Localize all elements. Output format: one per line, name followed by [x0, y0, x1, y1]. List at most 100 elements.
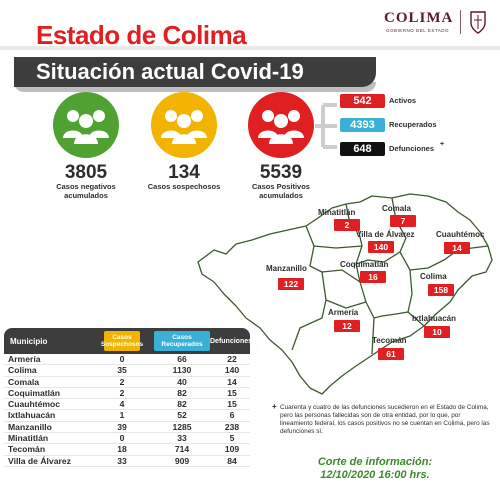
table-row: Tecomán 18 714 109: [4, 444, 250, 456]
cell-municipio: Villa de Álvarez: [8, 455, 71, 466]
suspected-label: Casos sospechosos: [147, 182, 221, 191]
map-label-tecoman: Tecomán: [372, 336, 407, 345]
cell-sospechosos: 2: [119, 387, 125, 398]
table-body: Armería 0 66 22 Colima 35 1130 140 Comal…: [4, 354, 250, 467]
people-icon: [63, 110, 109, 144]
cell-defunciones: 109: [224, 444, 240, 455]
cell-recuperados: 1130: [172, 365, 192, 376]
cell-defunciones: 6: [229, 410, 235, 421]
cell-defunciones: 84: [227, 455, 237, 466]
cell-recuperados: 82: [177, 387, 187, 398]
people-icon: [258, 110, 304, 144]
positives-value: 5539: [259, 162, 303, 183]
footnote-mark: +: [272, 402, 277, 411]
column-header-municipio: Municipio: [10, 336, 48, 346]
cell-defunciones: 22: [227, 354, 237, 364]
subtitle-band: Situación actual Covid-19: [14, 57, 376, 92]
map-value-coquimatlan: 16: [360, 271, 386, 283]
cell-sospechosos: 0: [119, 433, 125, 444]
cell-sospechosos: 4: [119, 399, 125, 410]
negatives-label-1: Casos negativos: [56, 182, 116, 191]
recovered-value: 4393: [340, 118, 385, 132]
cell-recuperados: 82: [177, 399, 187, 410]
cell-recuperados: 52: [177, 410, 187, 421]
map-label-cuauhtemoc: Cuauhtémoc: [436, 230, 485, 239]
table-row: Armería 0 66 22: [4, 354, 250, 366]
logo-separator: [460, 10, 461, 34]
cell-sospechosos: 2: [119, 376, 125, 387]
cell-municipio: Tecomán: [8, 444, 46, 455]
positives-circle-icon: [248, 92, 314, 158]
bracket-connector: [315, 103, 337, 149]
column-header-defunciones: Defunciones: [210, 337, 253, 345]
cell-sospechosos: 18: [117, 444, 127, 455]
page-subtitle: Situación actual Covid-19: [36, 59, 304, 84]
suspected-value: 134: [168, 162, 200, 183]
cutoff-line-1: Corte de información:: [317, 456, 433, 468]
cell-sospechosos: 33: [117, 455, 127, 466]
table-row: Cuauhtémoc 4 82 15: [4, 399, 250, 411]
cell-recuperados: 714: [174, 444, 190, 455]
cell-municipio: Ixtlahuacán: [8, 410, 56, 421]
cell-defunciones: 5: [229, 433, 235, 444]
map-label-armeria: Armería: [328, 308, 359, 317]
map-label-colima: Colima: [420, 272, 447, 281]
table-row: Coquimatlán 2 82 15: [4, 387, 250, 400]
cell-municipio: Comala: [8, 376, 40, 387]
cell-municipio: Manzanillo: [8, 421, 52, 432]
cell-sospechosos: 1: [119, 410, 125, 421]
deaths-label: Defunciones: [389, 144, 435, 153]
cell-municipio: Coquimatlán: [8, 387, 61, 398]
cell-sospechosos: 35: [117, 365, 127, 376]
negatives-label-2: acumulados: [64, 191, 108, 200]
deaths-value: 648: [340, 142, 385, 156]
table-row: Comala 2 40 14: [4, 377, 250, 388]
table-row: Ixtlahuacán 1 52 6: [4, 410, 250, 422]
active-label: Activos: [389, 96, 417, 105]
map-value-comala: 7: [390, 215, 416, 227]
map-value-manzanillo: 122: [278, 278, 304, 290]
map-label-ixtlahuacan: Ixtlahuacán: [412, 314, 457, 323]
cell-defunciones: 15: [227, 387, 237, 398]
cell-municipio: Cuauhtémoc: [8, 399, 61, 410]
map-value-villa-de-alvarez: 140: [368, 241, 394, 253]
footnote-text: Cuarenta y cuatro de las defunciones suc…: [280, 404, 490, 435]
cutoff-info: Corte de información: 12/10/2020 16:00 h…: [300, 456, 450, 482]
cell-defunciones: 14: [227, 376, 237, 387]
state-map: Minatitlán 2 Comala 7 Villa de Álvarez 1…: [196, 190, 496, 400]
positives-label-1: Casos Positivos: [252, 182, 310, 191]
government-logo: COLIMA GOBIERNO DEL ESTADO: [384, 6, 494, 38]
crest-icon: [470, 11, 486, 34]
map-label-minatitlan: Minatitlán: [318, 208, 356, 217]
positives-label-2: acumulados: [259, 191, 303, 200]
logo-subtext: GOBIERNO DEL ESTADO: [386, 28, 450, 33]
page-title: Estado de Colima: [36, 20, 247, 50]
cell-municipio: Colima: [8, 365, 37, 376]
cell-recuperados: 1285: [172, 421, 192, 432]
map-label-manzanillo: Manzanillo: [266, 264, 307, 273]
table-row: Villa de Álvarez 33 909 84: [4, 456, 250, 467]
cell-defunciones: 238: [224, 421, 240, 432]
cell-defunciones: 15: [227, 399, 237, 410]
map-value-ixtlahuacan: 10: [424, 326, 450, 338]
cell-municipio: Armería: [8, 354, 41, 364]
table-row: Minatitlán 0 33 5: [4, 433, 250, 445]
map-value-tecoman: 61: [378, 348, 404, 360]
cell-municipio: Minatitlán: [8, 433, 49, 444]
table-row: Manzanillo 39 1285 238: [4, 421, 250, 434]
map-value-minatitlan: 2: [334, 219, 360, 231]
recovered-label: Recuperados: [389, 120, 437, 129]
cell-recuperados: 40: [177, 376, 187, 387]
map-value-colima: 158: [428, 284, 454, 296]
suspected-circle-icon: [151, 92, 217, 158]
cell-defunciones: 140: [224, 365, 240, 376]
table-header: Municipio Casos Sospechosos Casos Recupe…: [4, 328, 253, 354]
cell-recuperados: 66: [177, 354, 187, 364]
logo-text: COLIMA: [384, 10, 454, 26]
column-header-sospechosos: Casos Sospechosos: [101, 331, 143, 351]
negatives-value: 3805: [64, 162, 108, 183]
cell-sospechosos: 0: [119, 354, 125, 364]
map-label-comala: Comala: [382, 204, 411, 213]
header-divider: [0, 46, 500, 50]
